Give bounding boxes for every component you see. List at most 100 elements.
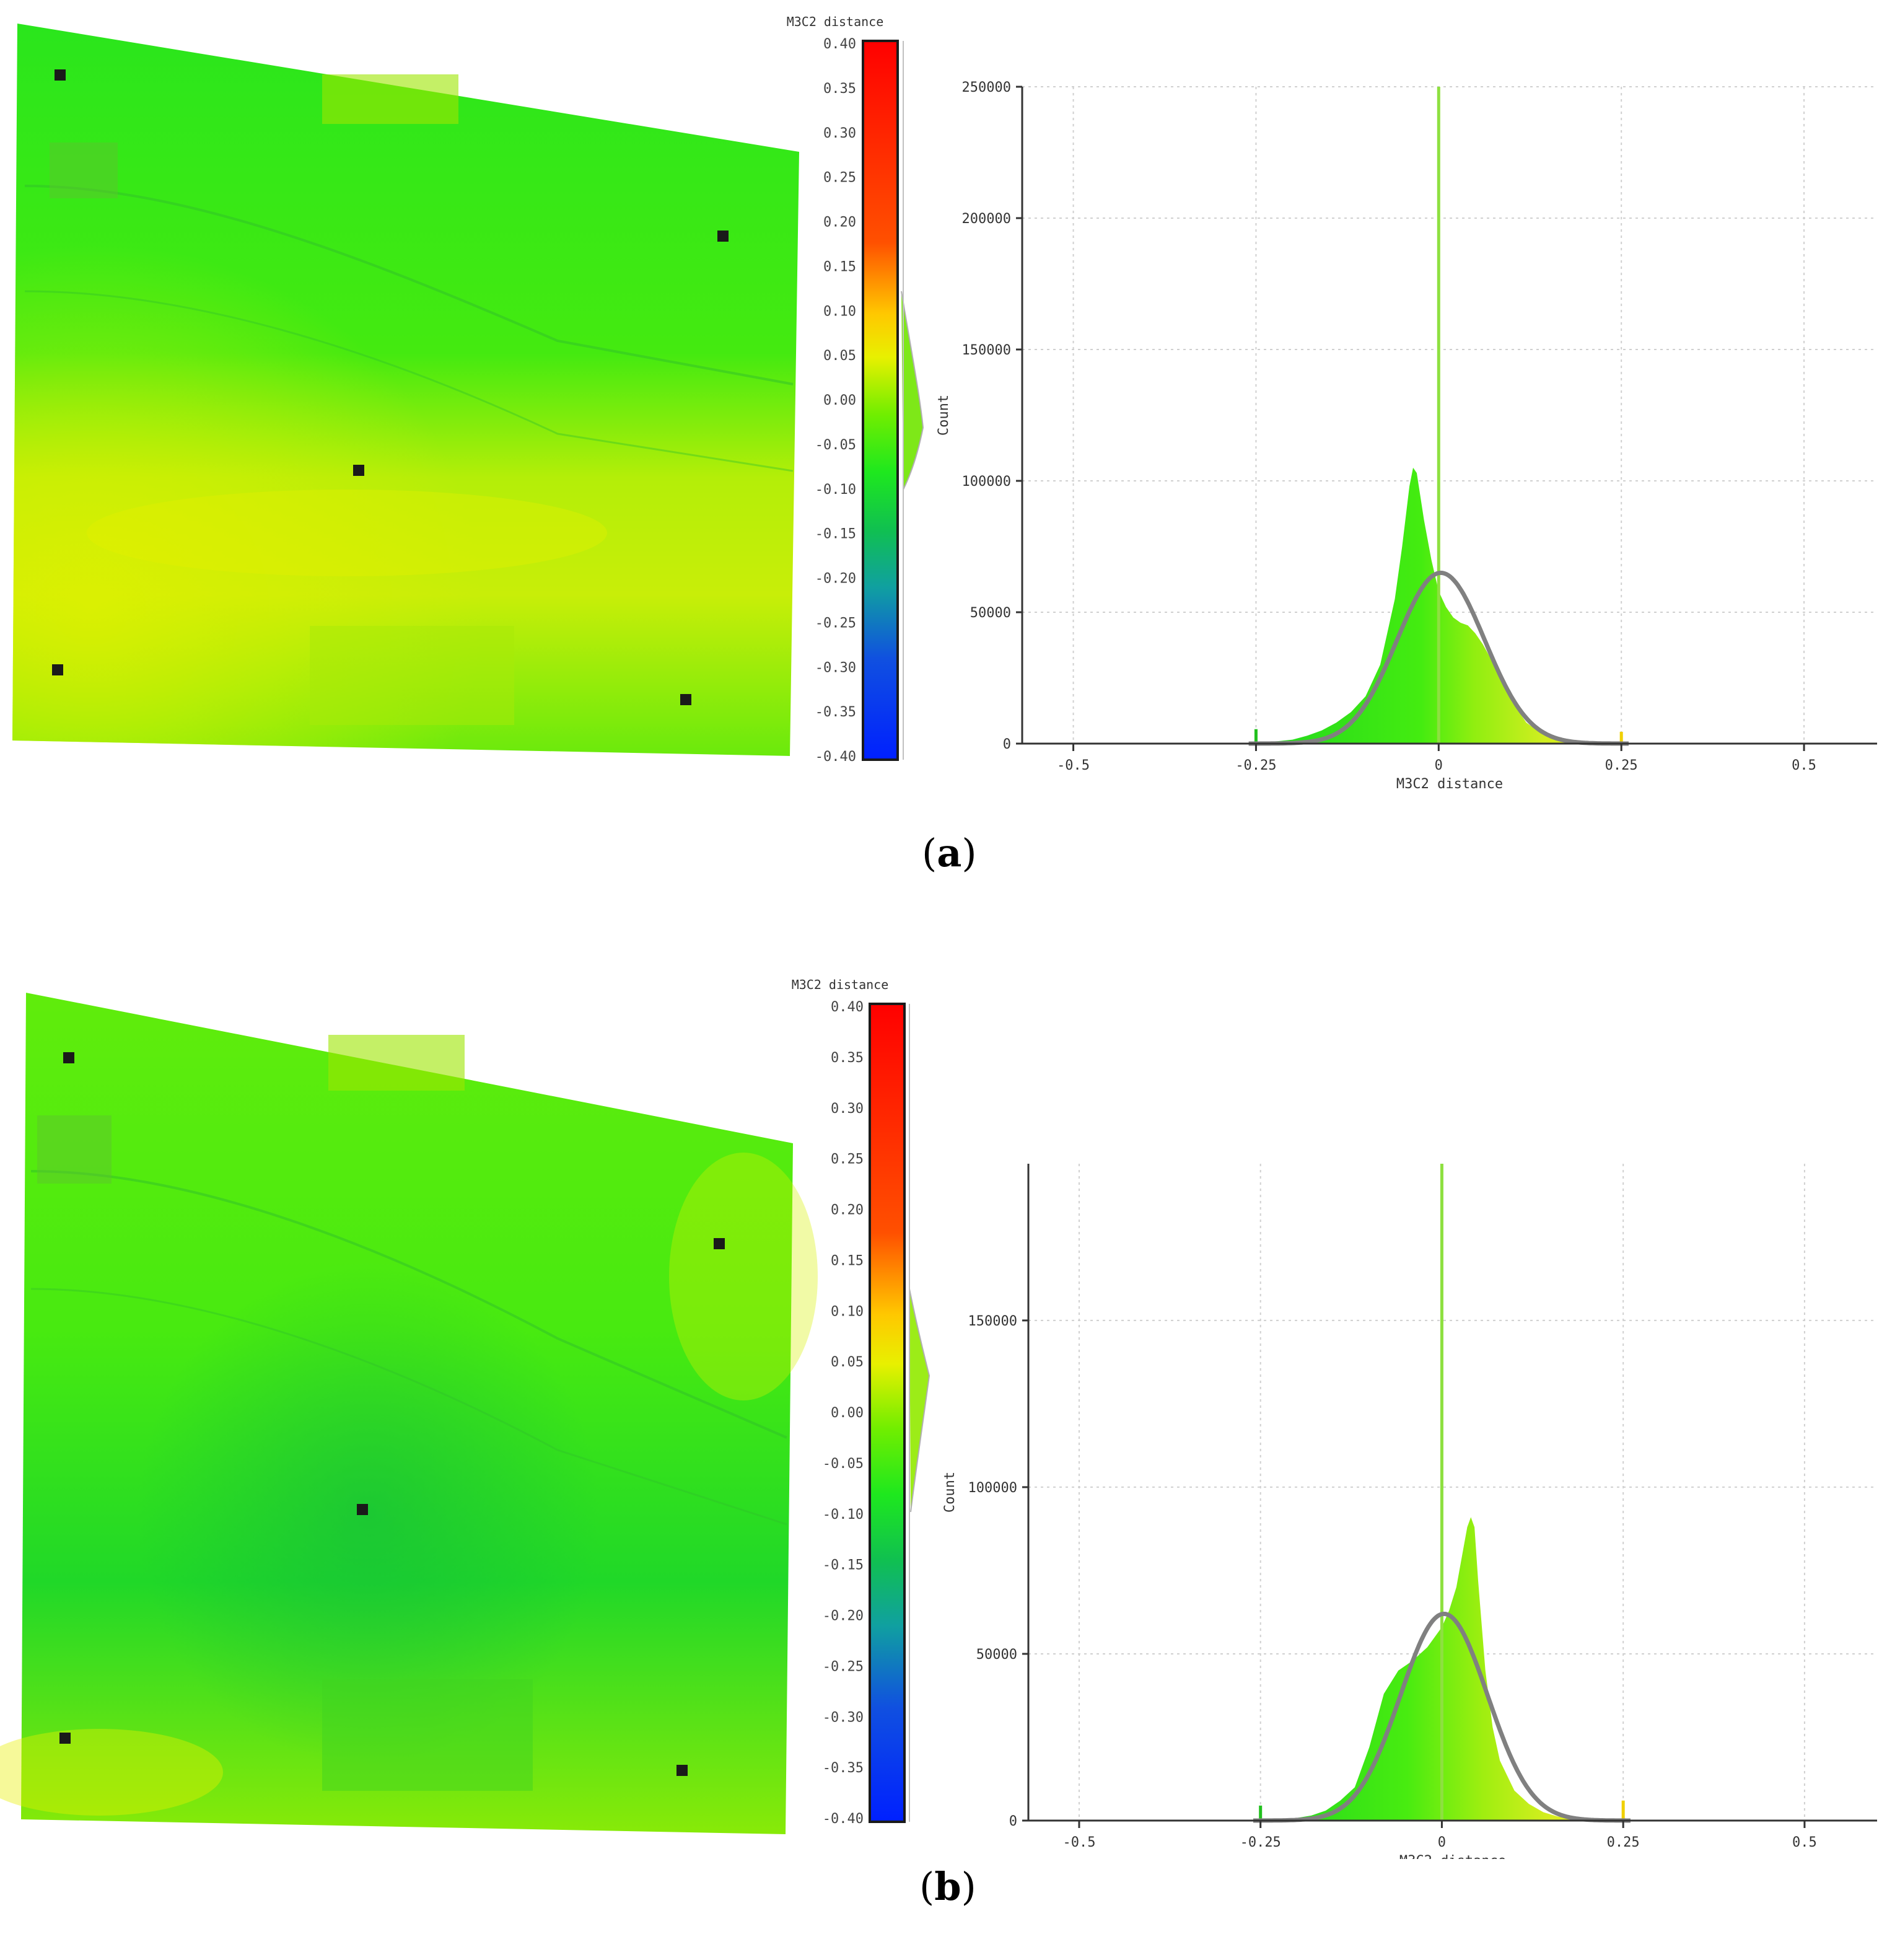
y-tick-label: 100000 bbox=[968, 1480, 1017, 1496]
y-tick-label: 100000 bbox=[962, 474, 1011, 490]
panel-b: M3C2 distance 0.40 0.35 0.30 0.25 0.20 0.15 0.… bbox=[0, 967, 1887, 1933]
colorbar-tick-label: 0.15 bbox=[823, 259, 856, 275]
x-tick-label: 0.25 bbox=[1607, 1835, 1640, 1850]
colorbar-title: M3C2 distance bbox=[787, 14, 884, 29]
histogram-spike bbox=[1437, 87, 1440, 744]
x-axis-label: M3C2 distance bbox=[1396, 776, 1503, 792]
y-tick-label: 150000 bbox=[968, 1314, 1017, 1329]
x-tick-label: -0.25 bbox=[1235, 758, 1276, 773]
map-field-block bbox=[310, 626, 514, 725]
y-axis-label: Count bbox=[936, 395, 952, 436]
gcp-marker bbox=[63, 1052, 74, 1063]
gcp-marker bbox=[714, 1238, 725, 1249]
map-yellow-edge bbox=[669, 1153, 818, 1400]
map-field-block bbox=[50, 143, 118, 198]
colorbar-tick-label: -0.10 bbox=[815, 482, 856, 498]
map-road bbox=[30, 1170, 787, 1439]
colorbar-mini-histogram bbox=[909, 1288, 930, 1513]
colorbar-tick-label: 0.30 bbox=[831, 1101, 864, 1117]
colorbar-tick-label: 0.05 bbox=[831, 1355, 864, 1370]
panel-b-caption: (b) bbox=[919, 1864, 976, 1909]
colorbar-tick-label: 0.40 bbox=[831, 1000, 864, 1015]
x-tick-label: -0.25 bbox=[1240, 1835, 1281, 1850]
colorbar-gradient bbox=[862, 40, 899, 761]
colorbar-tick-label: 0.30 bbox=[823, 126, 856, 141]
y-tick-label: 0 bbox=[1003, 737, 1011, 752]
colorbar-ticks: 0.40 0.35 0.30 0.25 0.20 0.15 0.10 0.05 0.00 -0.0… bbox=[823, 1000, 864, 1827]
y-tick-label: 50000 bbox=[976, 1647, 1017, 1663]
colorbar-tick-label: 0.10 bbox=[831, 1304, 864, 1319]
map-field-block bbox=[322, 74, 458, 124]
colorbar-tick-label: 0.05 bbox=[823, 348, 856, 364]
y-axis-label: Count bbox=[942, 1472, 958, 1513]
map-field-block bbox=[322, 1679, 533, 1791]
map-yellow-corner bbox=[0, 1729, 223, 1816]
colorbar-tick-label: 0.00 bbox=[823, 393, 856, 408]
colorbar-tick-label: -0.10 bbox=[823, 1507, 864, 1523]
y-tick-label: 200000 bbox=[962, 211, 1011, 227]
gcp-marker bbox=[680, 694, 691, 705]
y-tick-label: 150000 bbox=[962, 343, 1011, 358]
gcp-marker bbox=[59, 1733, 71, 1744]
panel-b-figure: M3C2 distance 0.400.350.300.250.200.150.… bbox=[0, 977, 1877, 1869]
colorbar-tick-label: -0.40 bbox=[815, 749, 856, 765]
colorbar-tick-label: 0.25 bbox=[831, 1152, 864, 1167]
y-tick-label: 0 bbox=[1009, 1814, 1017, 1829]
histogram-spike bbox=[1259, 1805, 1263, 1821]
histogram-spike bbox=[1619, 731, 1623, 744]
map-road bbox=[24, 185, 794, 385]
gcp-marker bbox=[55, 69, 66, 81]
colorbar-tick-label: -0.30 bbox=[823, 1710, 864, 1725]
colorbar-ticks: 0.40 0.35 0.30 0.25 0.20 0.15 0.10 0.05 0.00 -0.0… bbox=[815, 37, 856, 765]
histogram-b: -0.5 -0.25 0 0.25 0.5 0 50000 100000 150000 M3C2 … bbox=[942, 1164, 1877, 1869]
colorbar-tick-label: 0.20 bbox=[831, 1203, 864, 1218]
colorbar-tick-label: 0.20 bbox=[823, 215, 856, 231]
colorbar-tick-label: -0.40 bbox=[823, 1811, 864, 1827]
y-tick-label: 50000 bbox=[970, 605, 1011, 621]
histogram-spike bbox=[1621, 1800, 1625, 1821]
colorbar-tick-label: -0.35 bbox=[815, 705, 856, 720]
colorbar-tick-label: 0.40 bbox=[823, 37, 856, 52]
colorbar: M3C2 distance 0.400.350.300.250.200.150.… bbox=[787, 14, 924, 765]
gcp-marker bbox=[353, 465, 364, 476]
x-tick-label: 0 bbox=[1438, 1835, 1446, 1850]
y-tick-label: 250000 bbox=[962, 80, 1011, 95]
colorbar-tick-label: -0.35 bbox=[823, 1760, 864, 1776]
gcp-markers bbox=[52, 69, 729, 705]
x-tick-label: 0 bbox=[1435, 758, 1443, 773]
x-tick-label: 0.5 bbox=[1792, 1835, 1817, 1850]
gcp-marker bbox=[357, 1504, 368, 1515]
colorbar-tick-label: 0.00 bbox=[831, 1405, 864, 1421]
colorbar-tick-label: 0.35 bbox=[831, 1050, 864, 1066]
point-cloud-map bbox=[0, 993, 818, 1834]
gcp-markers bbox=[59, 1052, 725, 1776]
colorbar-tick-label: -0.05 bbox=[823, 1456, 864, 1472]
x-tick-label: 0.5 bbox=[1792, 758, 1816, 773]
panel-a-caption: (a) bbox=[922, 830, 977, 876]
map-field-block bbox=[37, 1115, 112, 1184]
colorbar-tick-label: -0.05 bbox=[815, 437, 856, 453]
colorbar-tick-label: 0.10 bbox=[823, 304, 856, 319]
gaussian-fit-curve bbox=[1248, 570, 1629, 746]
histogram-spike bbox=[1254, 729, 1258, 744]
histogram-spike bbox=[1440, 1164, 1443, 1821]
gaussian-fit-curve bbox=[1253, 1611, 1631, 1823]
colorbar: M3C2 distance 0.400.350.300.250.200.150.… bbox=[792, 977, 930, 1827]
colorbar-tick-label: 0.15 bbox=[831, 1253, 864, 1268]
colorbar-tick-label: -0.20 bbox=[823, 1609, 864, 1624]
colorbar-tick-label: -0.30 bbox=[815, 660, 856, 675]
map-field-block bbox=[328, 1035, 465, 1091]
colorbar-tick-label: -0.15 bbox=[823, 1558, 864, 1573]
x-axis-label: M3C2 distance bbox=[1399, 1853, 1506, 1859]
map-road bbox=[24, 290, 794, 472]
x-tick-label: -0.5 bbox=[1057, 758, 1090, 773]
panel-a-figure: M3C2 distance 0.400.350.300.250.200.150.… bbox=[12, 14, 1877, 792]
colorbar-gradient bbox=[869, 1003, 906, 1823]
colorbar-tick-label: -0.20 bbox=[815, 571, 856, 587]
x-tick-label: -0.5 bbox=[1062, 1835, 1095, 1850]
map-bright-zone bbox=[12, 24, 799, 756]
colorbar-tick-label: 0.25 bbox=[823, 170, 856, 186]
histogram-a: -0.5 -0.25 0 0.25 0.5 0 50000 100000 150000 20000… bbox=[936, 80, 1877, 792]
colorbar-tick-label: 0.35 bbox=[823, 81, 856, 97]
panel-a: M3C2 distance 0.40 0.35 0.30 0.25 0.20 0.15 0.… bbox=[0, 0, 1887, 899]
